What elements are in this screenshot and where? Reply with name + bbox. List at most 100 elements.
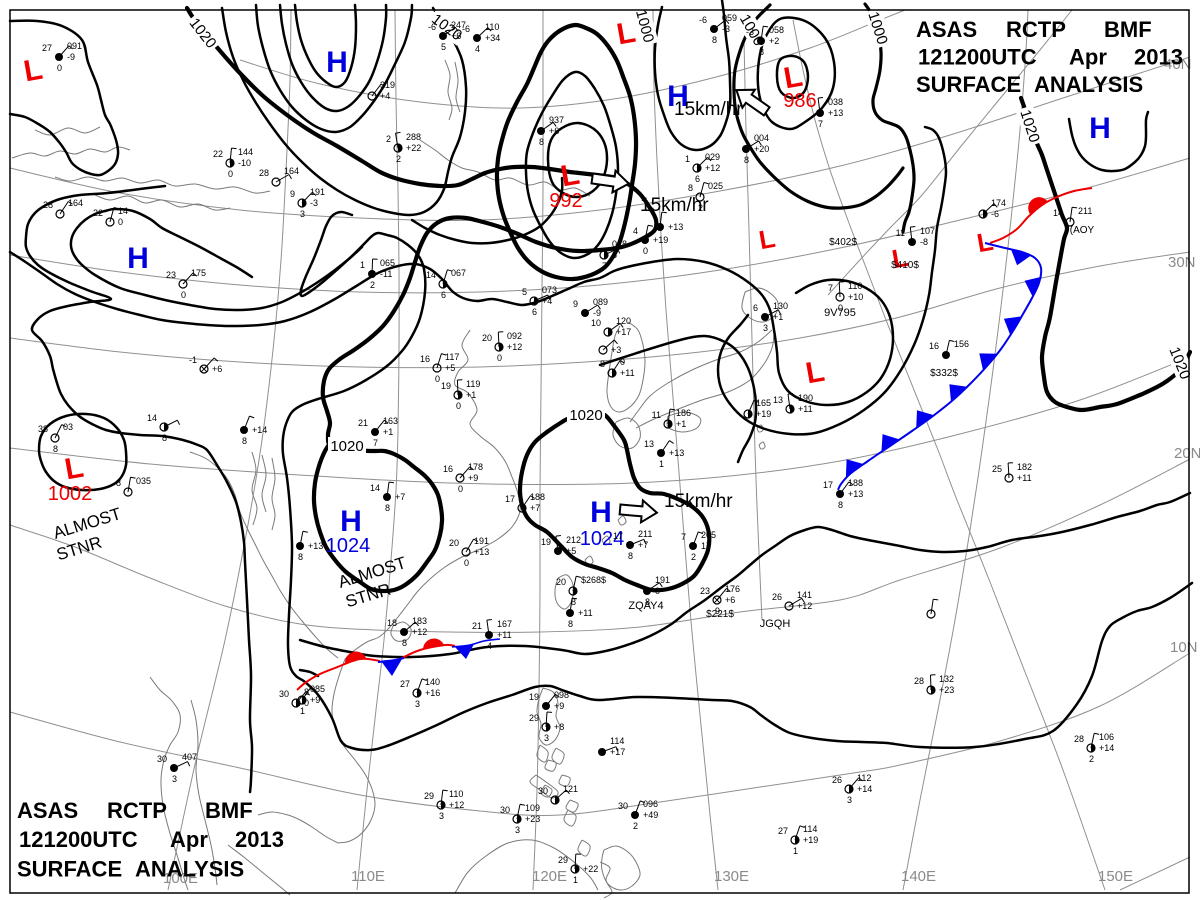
svg-text:22: 22 — [93, 208, 103, 218]
svg-text:1024: 1024 — [580, 528, 625, 550]
svg-text:+17: +17 — [616, 327, 631, 337]
svg-text:+13: +13 — [669, 448, 684, 458]
svg-text:+7: +7 — [530, 503, 540, 513]
svg-text:JGQH: JGQH — [760, 618, 791, 630]
svg-text:30: 30 — [618, 801, 628, 811]
svg-text:25: 25 — [992, 464, 1002, 474]
svg-text:27: 27 — [42, 43, 52, 53]
svg-text:0: 0 — [57, 63, 62, 73]
svg-text:176: 176 — [725, 584, 740, 594]
svg-text:092: 092 — [507, 331, 522, 341]
svg-text:175: 175 — [191, 268, 206, 278]
svg-text:8: 8 — [744, 155, 749, 165]
svg-text:004: 004 — [754, 133, 769, 143]
svg-text:+7: +7 — [638, 540, 648, 550]
svg-text:140: 140 — [425, 677, 440, 687]
svg-text:5: 5 — [522, 287, 527, 297]
svg-text:6: 6 — [532, 307, 537, 317]
svg-text:186: 186 — [676, 408, 691, 418]
svg-text:121200UTC: 121200UTC — [918, 45, 1037, 70]
svg-text:H: H — [326, 46, 348, 79]
svg-text:089: 089 — [593, 297, 608, 307]
svg-text:+16: +16 — [425, 688, 440, 698]
svg-text:+14: +14 — [857, 784, 872, 794]
svg-text:164: 164 — [68, 198, 83, 208]
svg-text:8: 8 — [838, 500, 843, 510]
svg-text:H: H — [667, 80, 689, 113]
svg-text:5: 5 — [441, 42, 446, 52]
svg-text:0: 0 — [181, 290, 186, 300]
svg-text:10: 10 — [591, 318, 601, 328]
svg-text:+6: +6 — [725, 595, 735, 605]
svg-text:+8: +8 — [554, 722, 564, 732]
svg-text:0: 0 — [456, 401, 461, 411]
svg-text:28: 28 — [1074, 734, 1084, 744]
svg-text:9V795: 9V795 — [824, 307, 856, 319]
svg-text:2: 2 — [1089, 754, 1094, 764]
svg-text:3: 3 — [415, 699, 420, 709]
svg-text:165: 165 — [756, 398, 771, 408]
svg-text:+1: +1 — [773, 312, 783, 322]
svg-text:19: 19 — [541, 537, 551, 547]
svg-text:9: 9 — [715, 606, 720, 616]
svg-text:16: 16 — [929, 341, 939, 351]
svg-text:+1: +1 — [383, 427, 393, 437]
svg-text:30N: 30N — [1168, 254, 1196, 271]
svg-text:3: 3 — [763, 323, 768, 333]
svg-text:188: 188 — [848, 478, 863, 488]
svg-text:$410$: $410$ — [891, 260, 919, 271]
svg-text:100E: 100E — [163, 870, 198, 887]
svg-text:+14: +14 — [252, 425, 267, 435]
svg-text:RCTP: RCTP — [1006, 17, 1066, 42]
svg-text:1: 1 — [659, 459, 664, 469]
svg-text:0: 0 — [118, 217, 123, 227]
svg-text:117: 117 — [445, 352, 459, 362]
svg-text:Apr: Apr — [170, 827, 208, 852]
svg-text:L: L — [614, 16, 638, 52]
svg-text:16: 16 — [443, 464, 453, 474]
svg-text:ASAS: ASAS — [916, 17, 977, 42]
svg-text:13: 13 — [644, 439, 654, 449]
svg-text:212: 212 — [566, 535, 581, 545]
svg-text:14: 14 — [118, 206, 128, 216]
svg-text:Apr: Apr — [1069, 45, 1107, 70]
svg-text:8: 8 — [539, 137, 544, 147]
svg-text:7: 7 — [373, 438, 378, 448]
svg-text:28: 28 — [914, 676, 924, 686]
svg-text:8: 8 — [568, 619, 573, 629]
svg-text:7: 7 — [818, 119, 823, 129]
svg-text:+22: +22 — [406, 143, 421, 153]
svg-text:110: 110 — [449, 789, 463, 799]
svg-text:1: 1 — [793, 846, 798, 856]
svg-text:028: 028 — [612, 239, 627, 249]
svg-text:114: 114 — [610, 736, 624, 746]
svg-text:121: 121 — [563, 784, 578, 794]
svg-text:+13: +13 — [828, 108, 843, 118]
svg-text:150E: 150E — [1098, 868, 1133, 885]
svg-text:025: 025 — [708, 181, 723, 191]
svg-text:0: 0 — [304, 698, 309, 708]
svg-text:L: L — [803, 355, 827, 391]
svg-text:174: 174 — [991, 198, 1006, 208]
svg-text:8: 8 — [116, 478, 121, 488]
svg-text:4: 4 — [487, 641, 492, 651]
svg-text:211: 211 — [1078, 206, 1092, 216]
svg-text:BMF: BMF — [1104, 17, 1152, 42]
svg-text:+2: +2 — [769, 36, 779, 46]
svg-text:038: 038 — [828, 97, 843, 107]
svg-text:+19: +19 — [756, 409, 771, 419]
svg-text:L: L — [975, 226, 996, 258]
svg-text:+20: +20 — [754, 144, 769, 154]
svg-text:+11: +11 — [798, 404, 813, 414]
svg-text:SURFACE: SURFACE — [916, 72, 1021, 97]
svg-text:RCTP: RCTP — [107, 798, 167, 823]
svg-text:1024: 1024 — [326, 535, 371, 557]
svg-text:132: 132 — [939, 674, 954, 684]
svg-text:1020: 1020 — [330, 438, 363, 455]
svg-text:0: 0 — [643, 246, 648, 256]
svg-text:211: 211 — [638, 529, 652, 539]
svg-text:3: 3 — [300, 209, 305, 219]
svg-text:-6: -6 — [699, 15, 707, 25]
svg-text:+7: +7 — [395, 492, 405, 502]
svg-text:-6: -6 — [991, 209, 999, 219]
